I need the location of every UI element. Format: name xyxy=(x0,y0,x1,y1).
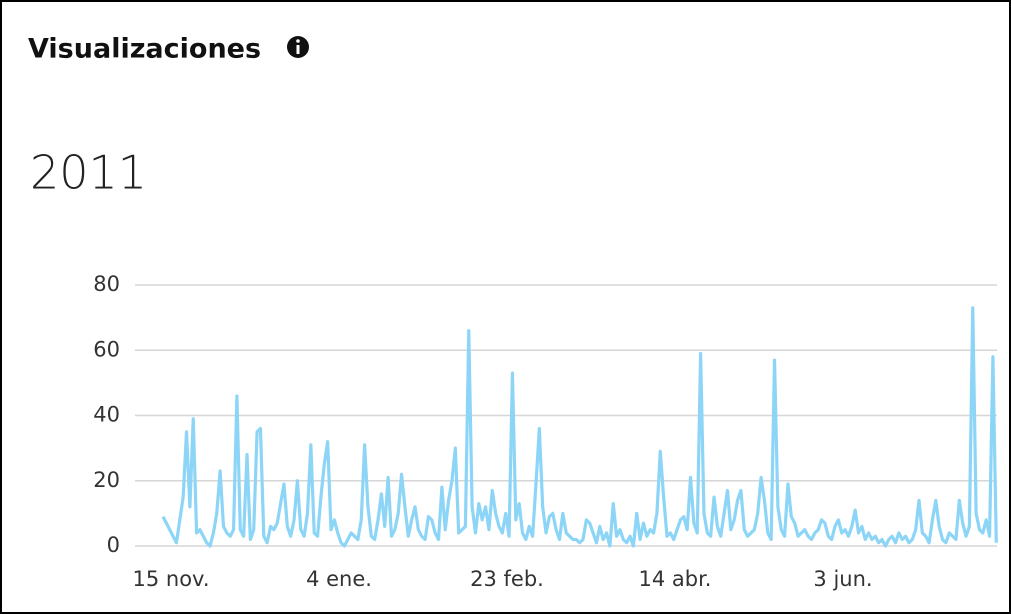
x-tick-label: 4 ene. xyxy=(306,567,372,591)
y-tick-label: 60 xyxy=(93,337,120,361)
y-tick-label: 20 xyxy=(93,468,120,492)
chart-title: Visualizaciones xyxy=(28,34,261,65)
x-tick-label: 3 jun. xyxy=(813,567,872,591)
line-series xyxy=(161,306,998,548)
y-tick-label: 40 xyxy=(93,403,120,427)
total-value: 2011 xyxy=(30,146,147,200)
x-tick-label: 14 abr. xyxy=(639,567,712,591)
y-tick-label: 0 xyxy=(107,533,120,557)
x-tick-label: 23 feb. xyxy=(470,567,544,591)
x-tick-label: 15 nov. xyxy=(132,567,209,591)
y-tick-label: 80 xyxy=(93,272,120,296)
info-icon xyxy=(287,36,309,58)
